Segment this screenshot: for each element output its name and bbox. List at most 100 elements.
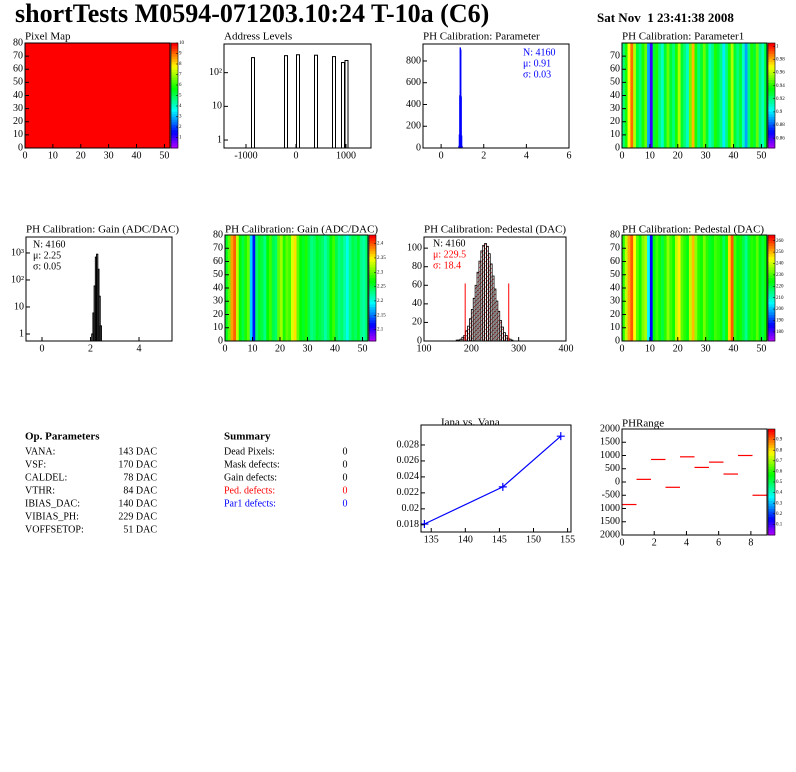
- panel-title: PH Calibration: Pedestal (DAC): [622, 224, 764, 236]
- heat-column: [299, 235, 303, 341]
- heat-column: [630, 43, 634, 148]
- palette-step: [768, 495, 775, 499]
- palette-label: 3: [179, 115, 182, 120]
- palette-step: [768, 434, 775, 438]
- palette-step: [171, 113, 178, 117]
- palette-step: [171, 116, 178, 120]
- palette-step: [768, 460, 775, 464]
- palette-step: [369, 242, 376, 247]
- y-tick-label: 80: [213, 229, 223, 240]
- heat-column: [661, 43, 665, 148]
- palette-step: [768, 237, 775, 241]
- palette-step: [171, 58, 178, 62]
- palette-step: [768, 98, 775, 102]
- palette-step: [369, 314, 376, 318]
- x-tick-label: 0: [223, 343, 228, 354]
- heat-column: [644, 235, 648, 341]
- palette-step: [369, 306, 376, 310]
- heat-column: [337, 235, 341, 341]
- heat-column: [725, 43, 729, 148]
- x-tick-label: 0: [620, 343, 625, 354]
- palette-step: [369, 250, 376, 255]
- panel-title: PH Calibration: Pedestal (DAC): [424, 224, 566, 236]
- heat-column: [304, 235, 308, 341]
- x-tick-label: 30: [104, 150, 114, 161]
- palette-step: [369, 288, 376, 292]
- palette-label: 0.2: [776, 512, 783, 517]
- palette-label: 2.25: [377, 285, 386, 290]
- heat-column: [652, 43, 656, 148]
- heat-column: [750, 43, 754, 148]
- palette-step: [768, 282, 775, 286]
- op-name: VIBIAS_PH:: [25, 511, 79, 522]
- x-tick-label: 10: [48, 150, 58, 161]
- palette-step: [768, 253, 775, 257]
- y-tick-label: 80: [412, 261, 422, 272]
- y-tick-label: 80: [13, 37, 23, 48]
- palette-step: [768, 274, 775, 278]
- y-tick-label: 80: [610, 229, 620, 240]
- heat-column: [258, 235, 262, 341]
- palette-label: 0.7: [776, 459, 783, 464]
- palette-label: 180: [776, 330, 784, 335]
- heat-column: [633, 235, 637, 341]
- x-tick-label: 0: [23, 150, 28, 161]
- heat-column: [641, 235, 645, 341]
- palette-step: [171, 79, 178, 83]
- palette-label: 8: [179, 62, 182, 67]
- palette-step: [171, 43, 178, 47]
- palette-step: [768, 280, 775, 284]
- palette-step: [768, 269, 775, 273]
- y-tick-label: 60: [412, 280, 422, 291]
- summary-value: 0: [343, 459, 348, 470]
- palette-label: 210: [776, 296, 784, 301]
- palette-step: [768, 103, 775, 107]
- palette-step: [171, 90, 178, 94]
- heat-column: [663, 43, 667, 148]
- heat-column: [244, 235, 248, 341]
- heat-column: [655, 235, 659, 341]
- palette-label: 2.4: [377, 242, 384, 247]
- heat-column: [329, 235, 333, 341]
- heat-column: [686, 43, 690, 148]
- palette-label: 0.88: [776, 123, 785, 128]
- palette-step: [171, 45, 178, 49]
- palette-step: [768, 322, 775, 326]
- heat-column: [705, 43, 709, 148]
- panel-title: PH Calibration: Gain (ADC/DAC): [225, 224, 378, 236]
- palette-step: [369, 293, 376, 297]
- heat-column: [627, 235, 631, 341]
- palette-step: [768, 66, 775, 70]
- palette-step: [768, 303, 775, 308]
- palette-step: [768, 95, 775, 99]
- palette-step: [768, 500, 775, 504]
- heat-column: [315, 235, 319, 341]
- heat-column: [238, 235, 242, 341]
- palette-label: 0.92: [776, 97, 785, 102]
- y-tick-label: 40: [610, 282, 620, 293]
- palette-step: [369, 269, 376, 273]
- x-tick-label: 400: [559, 343, 574, 354]
- heat-column: [638, 43, 642, 148]
- x-tick-label: 10: [645, 150, 655, 161]
- y-tick-label: 0: [615, 476, 620, 487]
- palette-label: 2.3: [377, 270, 384, 275]
- palette-step: [768, 516, 775, 520]
- plot-frame: [422, 43, 570, 149]
- palette-step: [369, 327, 376, 331]
- palette-step: [171, 145, 178, 149]
- heat-column: [716, 43, 720, 148]
- heat-column: [652, 235, 656, 341]
- palette-label: 0.8: [776, 448, 783, 453]
- heat-column: [744, 235, 748, 341]
- palette-step: [768, 245, 775, 249]
- heat-column: [266, 235, 270, 341]
- palette-step: [768, 134, 775, 138]
- y-tick-label: 1: [19, 328, 24, 339]
- palette-step: [768, 121, 775, 125]
- y-tick-label: 40: [13, 90, 23, 101]
- heat-column: [691, 235, 695, 341]
- y-tick-label: 60: [610, 64, 620, 75]
- heat-column: [271, 235, 275, 341]
- palette-step: [768, 87, 775, 91]
